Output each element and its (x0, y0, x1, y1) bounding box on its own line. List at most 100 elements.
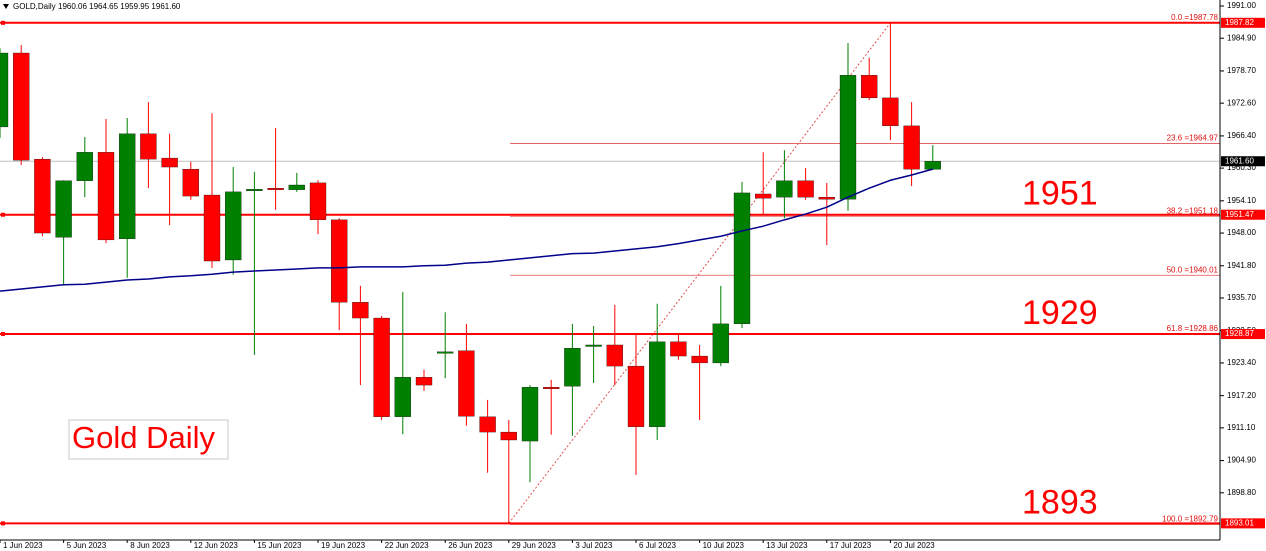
candle-body (0, 52, 9, 128)
level-price-box (1221, 518, 1265, 529)
candle-body (331, 219, 348, 303)
current-price-box (1221, 156, 1265, 167)
level-handle (1, 332, 5, 337)
candle-body (776, 180, 793, 198)
level-label: 1929 (1022, 294, 1098, 332)
y-tick-label: 1954.10 (1227, 196, 1256, 205)
y-tick-label: 1904.90 (1227, 456, 1256, 465)
y-tick-label: 1917.20 (1227, 391, 1256, 400)
candle-body (500, 431, 517, 441)
x-tick-label: 26 Jun 2023 (448, 541, 493, 550)
annotation-box (68, 419, 229, 460)
level-price: 1951.47 (1225, 210, 1254, 219)
x-tick-label: 12 Jun 2023 (194, 541, 239, 550)
level-label: 1951 (1022, 175, 1098, 213)
level-price-box (1221, 209, 1265, 220)
x-tick-label: 15 Jun 2023 (257, 541, 302, 550)
level-price: 1928.87 (1225, 329, 1254, 338)
x-tick-label: 19 Jun 2023 (321, 541, 366, 550)
candle-body (818, 196, 835, 200)
candle-body (458, 350, 475, 417)
level-price: 1987.82 (1225, 18, 1254, 27)
candle-body (733, 192, 751, 325)
candle-body (882, 97, 899, 127)
candle-body (564, 347, 581, 387)
candle-body (76, 152, 93, 181)
candle-body (797, 180, 814, 198)
x-tick-label: 22 Jun 2023 (385, 541, 430, 550)
y-tick-label: 1978.70 (1227, 66, 1256, 75)
y-tick-label: 1935.70 (1227, 293, 1256, 302)
fib-label: 100.0 =1892.79 (1162, 515, 1218, 524)
candle-body (479, 416, 496, 433)
fib-label: 23.6 =1964.97 (1167, 134, 1219, 143)
candle-body (903, 125, 920, 170)
x-tick-label: 8 Jun 2023 (130, 541, 170, 550)
fib-label: 61.8 =1928.86 (1167, 324, 1219, 333)
x-tick-label: 1 Jun 2023 (3, 541, 43, 550)
ohlc-readout: 1960.06 1964.65 1959.95 1961.60 (58, 2, 181, 11)
level-handle (1, 212, 5, 217)
candle-body (225, 191, 242, 261)
y-tick-label: 1984.90 (1227, 33, 1256, 42)
fib-label: 50.0 =1940.01 (1167, 265, 1219, 274)
fib-label: 38.2 =1951.18 (1167, 206, 1219, 215)
candle-body (13, 52, 30, 161)
candle-body (437, 351, 454, 354)
candle-body (352, 302, 369, 319)
y-tick-label: 1941.80 (1227, 261, 1256, 270)
symbol: GOLD,Daily (13, 2, 56, 11)
x-tick-label: 10 Jul 2023 (703, 541, 745, 550)
candle-body (627, 365, 645, 427)
moving-average (0, 168, 933, 292)
menu-triangle (3, 4, 9, 9)
y-tick-label: 1991.00 (1227, 1, 1256, 10)
y-tick-label: 1966.40 (1227, 131, 1256, 140)
y-tick-label: 1923.40 (1227, 358, 1256, 367)
candle-body (755, 193, 772, 199)
fib-trend (508, 22, 891, 524)
candle-body (34, 158, 51, 234)
y-tick-label: 1960.30 (1227, 163, 1256, 172)
candle-body (861, 75, 878, 99)
candle-body (394, 377, 411, 417)
y-tick-label: 1972.60 (1227, 98, 1256, 107)
candle-body (924, 161, 941, 170)
candle-body (712, 323, 729, 364)
annotation: Gold Daily (72, 420, 215, 455)
candle-body (839, 75, 857, 200)
candle-body (670, 341, 687, 357)
candle-body (543, 387, 560, 389)
candle-body (55, 180, 72, 238)
candle-body (119, 133, 136, 240)
candle-body (97, 152, 115, 241)
level-handle (1, 20, 5, 25)
candle-body (521, 387, 539, 442)
fib-label: 0.0 =1987.78 (1171, 13, 1218, 22)
candle-body (182, 169, 199, 197)
candle-body (203, 194, 221, 262)
level-price: 1893.01 (1225, 518, 1254, 527)
x-tick-label: 29 Jun 2023 (512, 541, 557, 550)
candle-body (373, 317, 390, 417)
level-price-box (1221, 329, 1265, 340)
level-price-box (1221, 17, 1265, 28)
plot-area (0, 20, 1220, 526)
y-tick-label: 1911.10 (1227, 423, 1256, 432)
x-tick-label: 5 Jun 2023 (67, 541, 107, 550)
x-tick-label: 17 Jul 2023 (830, 541, 872, 550)
y-tick-label: 1898.80 (1227, 488, 1256, 497)
candle-body (585, 344, 602, 347)
level-handle (1, 521, 5, 526)
candle-body (246, 189, 263, 191)
x-tick-label: 20 Jul 2023 (893, 541, 935, 550)
candle-body (267, 188, 284, 190)
candle-body (606, 344, 623, 367)
level-label: 1893 (1022, 483, 1098, 521)
candle-body (140, 133, 157, 160)
y-tick-label: 1948.00 (1227, 228, 1256, 237)
candle-body (288, 184, 305, 190)
x-tick-label: 3 Jul 2023 (575, 541, 612, 550)
x-tick-label: 6 Jul 2023 (639, 541, 676, 550)
